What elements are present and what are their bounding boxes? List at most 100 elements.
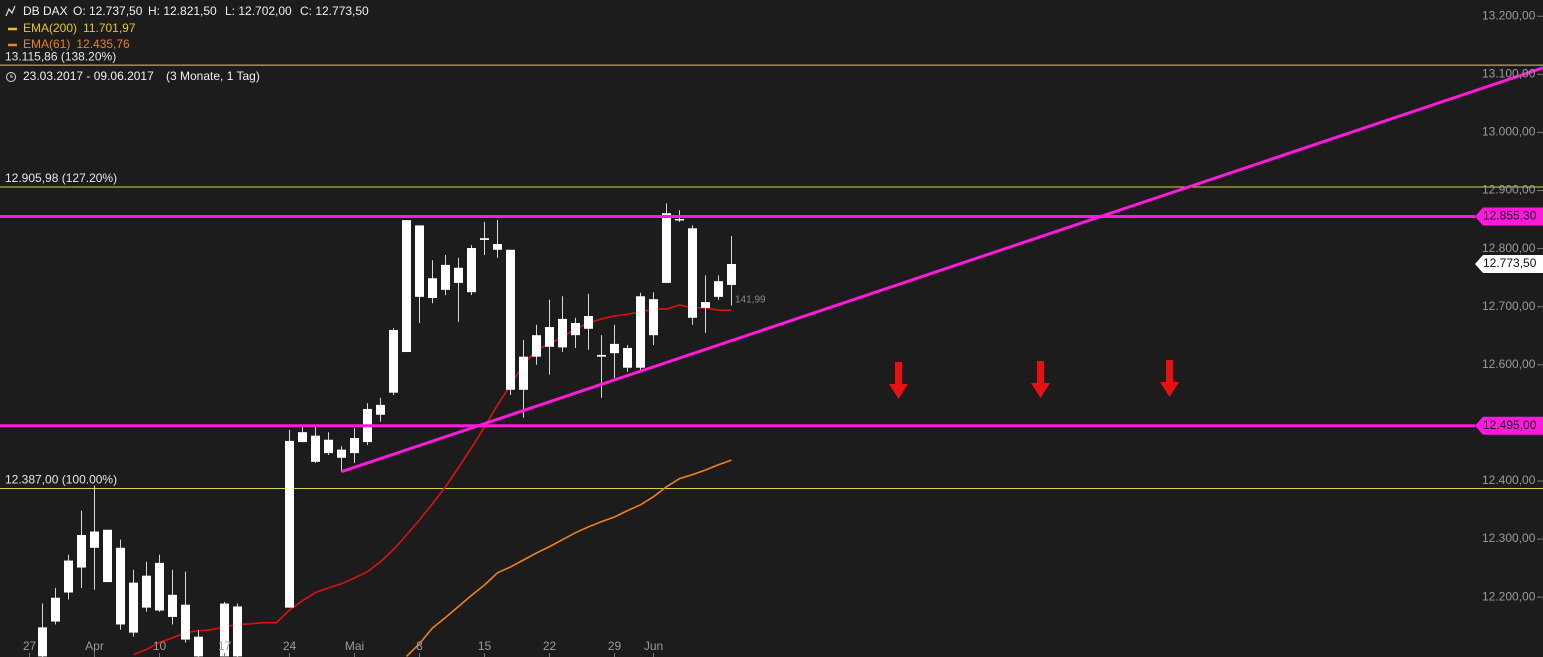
candle-body xyxy=(701,302,710,308)
candle-body xyxy=(389,329,398,393)
candle-body xyxy=(597,354,606,357)
ohlc-open: O: 12.737,50 xyxy=(73,4,143,18)
y-tick-label: 12.200,00 xyxy=(1482,589,1536,603)
candle-body xyxy=(558,318,567,348)
candle-body xyxy=(38,627,47,657)
y-tick-label: 12.600,00 xyxy=(1482,357,1536,371)
annotation: 141,99 xyxy=(735,295,766,306)
candle-body xyxy=(727,264,736,285)
plot xyxy=(0,64,1543,657)
candle-body xyxy=(77,535,86,568)
candle-body xyxy=(233,606,242,657)
period-note: (3 Monate, 1 Tag) xyxy=(166,69,260,83)
x-tick-label: 8 xyxy=(416,639,423,653)
down-arrow xyxy=(1160,360,1179,397)
candle-body xyxy=(493,243,502,250)
x-tick-label: 27 xyxy=(23,639,37,653)
legend-value: 12.435,76 xyxy=(76,37,130,51)
candle-body xyxy=(402,220,411,353)
candle-body xyxy=(285,440,294,608)
y-tick-label: 12.800,00 xyxy=(1482,241,1536,255)
candle-body xyxy=(441,264,450,290)
candle-body xyxy=(662,213,671,283)
indicator-line xyxy=(405,459,732,657)
candle-body xyxy=(181,604,190,640)
y-tick-label: 12.300,00 xyxy=(1482,531,1536,545)
ohlc-high: H: 12.821,50 xyxy=(148,4,217,18)
y-tick-label: 13.000,00 xyxy=(1482,125,1536,139)
last-price-tag xyxy=(1475,255,1543,274)
x-tick-label: Apr xyxy=(85,639,104,653)
y-tick-label: 12.700,00 xyxy=(1482,299,1536,313)
down-arrow xyxy=(1031,361,1050,398)
candle-body xyxy=(415,225,424,297)
candle-body xyxy=(584,316,593,329)
candle-body xyxy=(324,439,333,454)
y-tick-label: 13.100,00 xyxy=(1482,67,1536,81)
candle-body xyxy=(506,249,515,390)
candle-body xyxy=(649,299,658,336)
y-tick-label: 12.400,00 xyxy=(1482,473,1536,487)
candle-body xyxy=(675,219,684,221)
candle-body xyxy=(623,347,632,368)
level-tag xyxy=(1475,416,1543,435)
candle-body xyxy=(350,438,359,454)
candle-body xyxy=(480,238,489,240)
candle-body xyxy=(467,248,476,293)
last-price-label: 12.773,50 xyxy=(1483,256,1537,270)
candle-body xyxy=(168,594,177,617)
legend-name: EMA(61) xyxy=(23,37,70,51)
fib-label: 12.905,98 (127.20%) xyxy=(5,171,117,185)
x-tick-label: Mai xyxy=(345,639,364,653)
legend-name: EMA(200) xyxy=(23,21,77,35)
candle-body xyxy=(64,560,73,593)
level-label: 12.855,30 xyxy=(1483,209,1537,223)
ohlc-low: L: 12.702,00 xyxy=(225,4,292,18)
period: 23.03.2017 - 09.06.2017 xyxy=(23,69,154,83)
fib-label: 12.387,00 (100.00%) xyxy=(5,473,117,487)
x-tick-label: 15 xyxy=(478,639,492,653)
y-tick-label: 13.200,00 xyxy=(1482,8,1536,22)
fib-label: 13.115,86 (138.20%) xyxy=(5,49,116,63)
x-tick-label: 10 xyxy=(153,639,167,653)
clock-icon xyxy=(6,72,16,82)
x-tick-label: Jun xyxy=(644,639,663,653)
y-tick-label: 12.900,00 xyxy=(1482,183,1536,197)
level-label: 12.495,00 xyxy=(1483,418,1537,432)
arrows xyxy=(889,360,1179,399)
candle-body xyxy=(129,582,138,633)
legend-value: 11.701,97 xyxy=(83,21,136,35)
candle-body xyxy=(220,603,229,657)
instrument: DB DAX xyxy=(23,4,68,18)
x-tick-label: 17 xyxy=(218,639,232,653)
candle-body xyxy=(688,228,697,318)
candle-body xyxy=(90,531,99,548)
candle-body xyxy=(571,322,580,336)
x-tick-label: 24 xyxy=(283,639,297,653)
candle-body xyxy=(376,404,385,415)
candle-body xyxy=(51,597,60,622)
candle-body xyxy=(545,327,554,347)
candle-body xyxy=(155,562,164,611)
candle-body xyxy=(714,281,723,297)
candle-body xyxy=(116,547,125,625)
candle-body xyxy=(337,449,346,458)
candle-body xyxy=(298,432,307,443)
x-tick-label: 22 xyxy=(543,639,557,653)
chart-icon xyxy=(5,5,16,17)
clock-hand xyxy=(10,74,13,78)
trendline xyxy=(341,66,1543,474)
x-tick-label: 29 xyxy=(608,639,622,653)
candle-body xyxy=(142,575,151,608)
level-tag xyxy=(1475,207,1543,226)
candle-body xyxy=(194,636,203,657)
candle-body xyxy=(519,356,528,390)
ohlc-close: C: 12.773,50 xyxy=(300,4,369,18)
candle-body xyxy=(103,529,112,583)
candle-body xyxy=(454,267,463,283)
candle-body xyxy=(636,296,645,368)
down-arrow xyxy=(889,362,908,399)
candle-body xyxy=(311,435,320,462)
